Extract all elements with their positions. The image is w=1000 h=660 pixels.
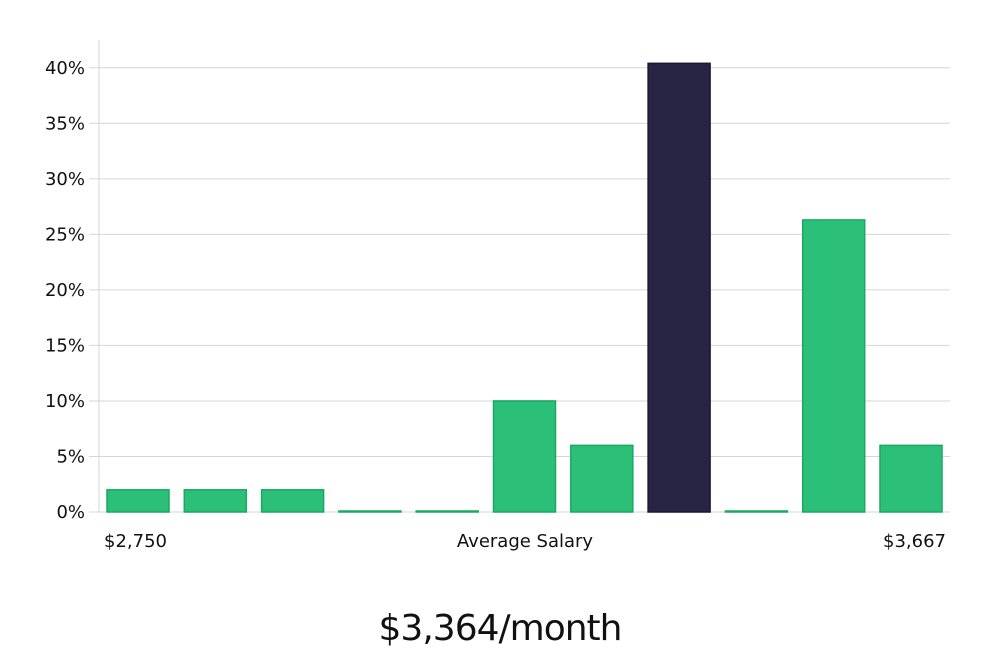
bar xyxy=(879,444,943,513)
x-max-label: $3,667 xyxy=(883,531,946,552)
bar xyxy=(106,489,170,513)
bar xyxy=(183,489,248,513)
average-salary-caption: $3,364/month xyxy=(378,608,623,649)
y-tick-labels: 0% 5% 10% 15% 20% 25% 30% 35% 40% xyxy=(45,58,85,523)
bar xyxy=(570,444,634,513)
bar xyxy=(492,400,557,513)
y-tick-label: 25% xyxy=(45,224,85,245)
bar xyxy=(260,489,325,513)
bar-highlighted xyxy=(647,62,711,513)
x-min-label: $2,750 xyxy=(104,531,167,552)
y-tick-label: 5% xyxy=(56,446,85,467)
y-tick-label: 0% xyxy=(56,502,85,523)
y-tick-label: 35% xyxy=(45,113,85,134)
bar xyxy=(724,510,789,513)
y-tick-label: 30% xyxy=(45,169,85,190)
bars xyxy=(106,62,943,513)
bar xyxy=(801,219,866,513)
y-tick-label: 10% xyxy=(45,391,85,412)
salary-distribution-chart: 0% 5% 10% 15% 20% 25% 30% 35% 40% $2,750 Average… xyxy=(45,40,950,552)
x-axis-labels: $2,750 Average Salary $3,667 xyxy=(104,531,946,552)
y-tick-label: 15% xyxy=(45,335,85,356)
gridlines xyxy=(89,67,950,513)
y-tick-label: 20% xyxy=(45,280,85,301)
x-axis-title: Average Salary xyxy=(457,531,594,552)
bar xyxy=(415,510,479,513)
y-tick-label: 40% xyxy=(45,58,85,79)
bar xyxy=(338,510,402,513)
